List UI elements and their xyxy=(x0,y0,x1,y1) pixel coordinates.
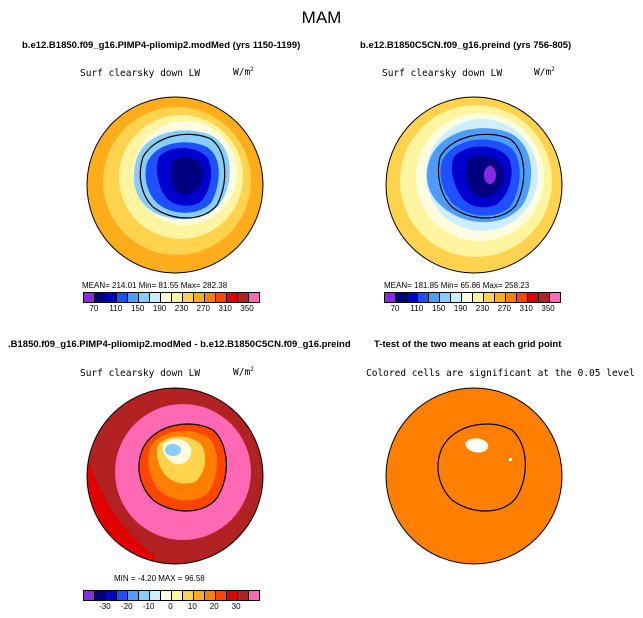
variable-label-top-right: Surf clearsky down LW xyxy=(382,68,503,79)
colorbar-top-right xyxy=(384,292,561,303)
page-title: MAM xyxy=(301,8,342,27)
colorbar-swatch xyxy=(506,293,517,302)
colorbar-tick-label: 190 xyxy=(453,304,468,313)
colorbar-swatch xyxy=(249,293,259,302)
colorbar-tick-label: 0 xyxy=(168,602,173,611)
colorbar-tick-label: 310 xyxy=(218,304,232,313)
stats-top-left: MEAN= 214.01 Min= 81.55 Max= 282.38 xyxy=(82,281,228,290)
colorbar-swatch xyxy=(517,293,528,302)
colorbar-swatch xyxy=(385,293,396,302)
colorbar-tick-label: 30 xyxy=(231,602,241,611)
colorbar-swatch xyxy=(495,293,506,302)
colorbar-top-left xyxy=(83,292,260,303)
colorbar-swatch xyxy=(249,591,259,600)
colorbar-tick-label: 270 xyxy=(497,304,511,313)
colorbar-swatch xyxy=(183,591,194,600)
colorbar-swatch xyxy=(161,293,172,302)
colorbar-swatch xyxy=(418,293,429,302)
colorbar-swatch xyxy=(150,293,161,302)
colorbar-tick-label: 230 xyxy=(174,304,189,313)
colorbar-swatch xyxy=(205,293,216,302)
colorbar-swatch xyxy=(84,293,95,302)
colorbar-swatch xyxy=(473,293,484,302)
colorbar-swatch xyxy=(106,293,117,302)
colorbar-swatch xyxy=(117,591,128,600)
colorbar-swatch xyxy=(106,591,117,600)
panel-title-bottom-left: .B1850.f09_g16.PIMP4-pliomip2.modMed - b… xyxy=(8,339,351,350)
colorbar-swatch xyxy=(227,591,238,600)
colorbar-tick-label: 310 xyxy=(519,304,533,313)
colorbar-tick-label: -20 xyxy=(120,602,133,611)
colorbar-swatch xyxy=(139,293,150,302)
colorbar-tick-label: 70 xyxy=(89,304,99,313)
panel-title-top-left: b.e12.B1850.f09_g16.PIMP4-pliomip2.modMe… xyxy=(22,40,301,51)
colorbar-swatch xyxy=(150,591,161,600)
panel-title-top-right: b.e12.B1850C5CN.f09_g16.preind (yrs 756-… xyxy=(360,40,572,51)
colorbar-tick-label: -10 xyxy=(142,602,155,611)
colorbar-tick-label: 150 xyxy=(432,304,446,313)
colorbar-tick-label: 230 xyxy=(475,304,490,313)
colorbar-swatch xyxy=(238,591,249,600)
colorbar-swatch xyxy=(172,591,183,600)
colorbar-tick-label: 350 xyxy=(541,304,555,313)
variable-label-bottom-left: Surf clearsky down LW xyxy=(80,368,201,379)
colorbar-swatch xyxy=(95,591,106,600)
polar-map-top-left xyxy=(86,96,264,274)
colorbar-tick-label: 110 xyxy=(410,304,424,313)
colorbar-tick-label: 110 xyxy=(109,304,123,313)
colorbar-swatch xyxy=(172,293,183,302)
colorbar-swatch xyxy=(528,293,539,302)
colorbar-swatch xyxy=(205,591,216,600)
colorbar-swatch xyxy=(194,591,205,600)
colorbar-swatch xyxy=(238,293,249,302)
units-label-top-left: W/m2 xyxy=(233,66,254,79)
colorbar-swatch xyxy=(194,293,205,302)
colorbar-swatch xyxy=(161,591,172,600)
stats-top-right: MEAN= 181.85 Min= 65.86 Max= 258.23 xyxy=(384,281,530,290)
colorbar-swatch xyxy=(216,293,227,302)
panel-title-bottom-right: T-test of the two means at each grid poi… xyxy=(374,339,562,350)
polar-map-bottom-left xyxy=(86,387,264,565)
colorbar-tick-label: -30 xyxy=(99,602,111,611)
colorbar-bottom-left xyxy=(83,590,260,601)
variable-label-top-left: Surf clearsky down LW xyxy=(80,68,201,79)
colorbar-swatch xyxy=(216,591,227,600)
colorbar-swatch xyxy=(396,293,407,302)
units-label-top-right: W/m2 xyxy=(534,66,555,79)
colorbar-swatch xyxy=(128,293,139,302)
colorbar-swatch xyxy=(429,293,440,302)
colorbar-tick-label: 190 xyxy=(152,304,167,313)
polar-map-bottom-right xyxy=(385,387,563,565)
colorbar-swatch xyxy=(451,293,462,302)
colorbar-swatch xyxy=(462,293,473,302)
units-label-bottom-left: W/m2 xyxy=(233,366,254,379)
polar-map-top-right xyxy=(385,96,563,274)
colorbar-tick-label: 20 xyxy=(209,602,219,611)
colorbar-tick-label: 270 xyxy=(196,304,210,313)
colorbar-swatch xyxy=(95,293,106,302)
colorbar-swatch xyxy=(84,591,95,600)
colorbar-swatch xyxy=(227,293,238,302)
colorbar-swatch xyxy=(139,591,150,600)
colorbar-swatch xyxy=(128,591,139,600)
colorbar-tick-label: 10 xyxy=(187,602,197,611)
colorbar-swatch xyxy=(440,293,451,302)
colorbar-tick-label: 350 xyxy=(240,304,254,313)
colorbar-swatch xyxy=(183,293,194,302)
colorbar-tick-label: 70 xyxy=(390,304,400,313)
stats-bottom-left: MIN = -4.20 MAX = 96.58 xyxy=(114,574,205,583)
colorbar-swatch xyxy=(484,293,495,302)
colorbar-swatch xyxy=(407,293,418,302)
colorbar-swatch xyxy=(550,293,560,302)
colorbar-swatch xyxy=(117,293,128,302)
colorbar-swatch xyxy=(539,293,550,302)
colorbar-tick-label: 150 xyxy=(131,304,145,313)
ttest-subtitle: Colored cells are significant at the 0.0… xyxy=(366,368,635,379)
